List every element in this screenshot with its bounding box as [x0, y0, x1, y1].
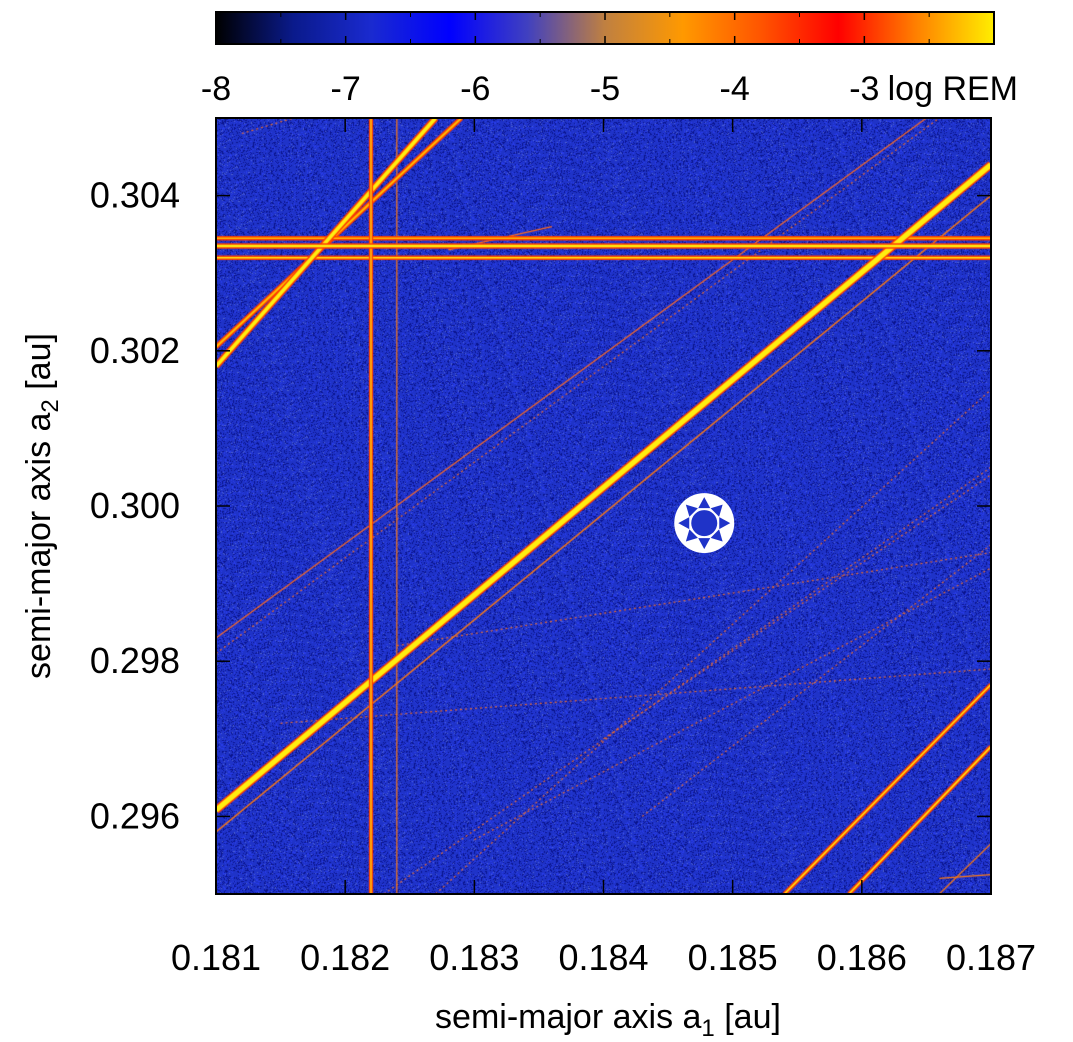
colorbar-tick-labels: -8 -7 -6 -5 -4 -3 — [201, 70, 880, 108]
x-tick-label: 0.186 — [817, 937, 907, 978]
y-axis-label: semi-major axis a2 [au] — [20, 333, 64, 679]
colorbar-tick-label: -5 — [590, 70, 620, 108]
x-axis-label: semi-major axis a1 [au] — [435, 998, 781, 1042]
y-tick-label: 0.300 — [90, 485, 180, 526]
colorbar-tick-label: -6 — [460, 70, 490, 108]
colorbar-tick-label: -3 — [849, 70, 879, 108]
colorbar-tick-label: -7 — [331, 70, 361, 108]
y-axis-label-subscript: 2 — [37, 399, 64, 412]
y-axis-label-unit: [au] — [20, 333, 58, 399]
marker-ray — [698, 497, 711, 509]
x-tick-label: 0.181 — [171, 937, 261, 978]
marker-ray — [710, 504, 723, 517]
x-tick-label: 0.184 — [558, 937, 648, 978]
colorbar-ticks — [215, 12, 930, 44]
marker-ray — [698, 538, 711, 550]
x-tick-label: 0.187 — [946, 937, 1036, 978]
marker-ray — [678, 517, 690, 530]
marker-ray — [685, 504, 698, 517]
plot-frame — [215, 117, 992, 895]
colorbar-tick-label: -4 — [720, 70, 750, 108]
x-tick-label: 0.183 — [429, 937, 519, 978]
x-tick-label: 0.182 — [300, 937, 390, 978]
marker-ray — [710, 529, 723, 542]
plot-area — [215, 117, 992, 895]
nominal-system-marker — [674, 493, 735, 554]
marker-inner-circle — [691, 510, 718, 537]
x-axis-label-subscript: 1 — [701, 1015, 714, 1042]
marker-ray — [685, 529, 698, 542]
y-tick-label: 0.296 — [90, 795, 180, 836]
y-axis-label-main: semi-major axis a — [20, 412, 58, 678]
x-axis-label-unit: [au] — [715, 998, 781, 1036]
colorbar-tick-label: -8 — [201, 70, 231, 108]
x-axis-label-main: semi-major axis a — [435, 998, 701, 1036]
y-tick-label: 0.302 — [90, 330, 180, 371]
heatmap-image — [216, 118, 991, 894]
colorbar-frame — [215, 11, 995, 45]
x-tick-labels: 0.181 0.182 0.183 0.184 0.185 0.186 0.187 — [171, 937, 1036, 978]
marker-ray — [719, 517, 731, 530]
y-tick-label: 0.304 — [90, 175, 180, 216]
y-tick-labels: 0.296 0.298 0.300 0.302 0.304 — [90, 175, 180, 837]
x-tick-label: 0.185 — [688, 937, 778, 978]
colorbar-label: log REM — [888, 70, 1018, 108]
colorbar: -8 -7 -6 -5 -4 -3 log REM — [201, 11, 1018, 108]
y-tick-label: 0.298 — [90, 640, 180, 681]
